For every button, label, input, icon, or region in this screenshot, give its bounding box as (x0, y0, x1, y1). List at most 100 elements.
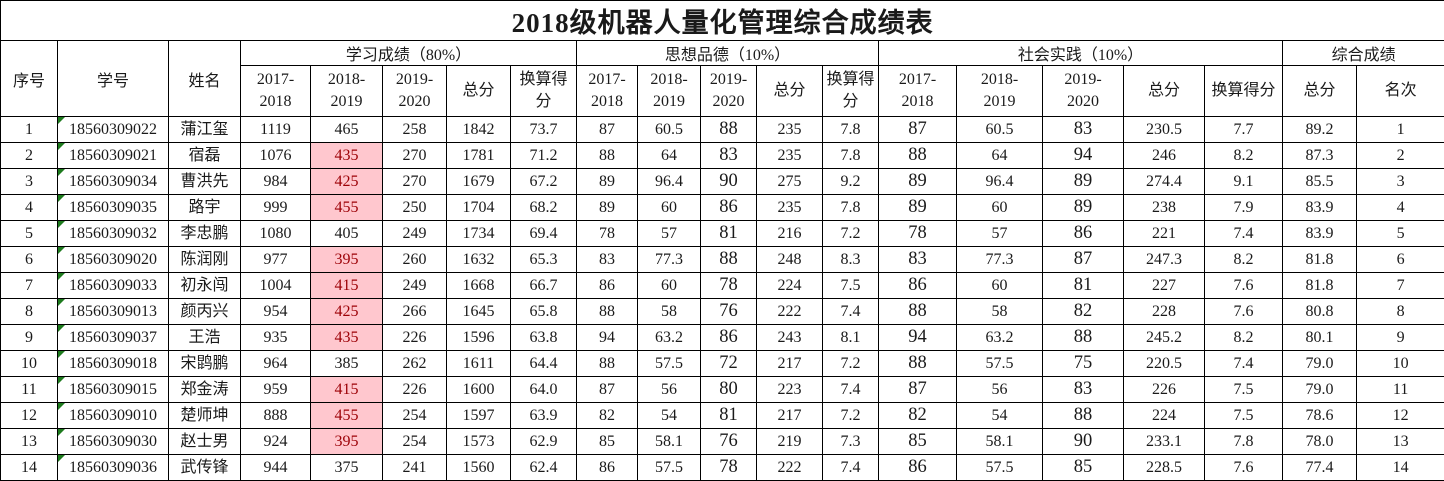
cell-student-id[interactable]: 18560309022 (58, 117, 169, 143)
cell-study-2[interactable]: 249 (383, 221, 447, 247)
cell-moral-2[interactable]: 86 (701, 325, 757, 351)
cell-overall-total[interactable]: 80.1 (1283, 325, 1357, 351)
cell-student-id[interactable]: 18560309032 (58, 221, 169, 247)
cell-moral-0[interactable]: 78 (577, 221, 638, 247)
cell-practice-3[interactable]: 226 (1124, 377, 1205, 403)
cell-rank[interactable]: 13 (1357, 429, 1444, 455)
cell-index[interactable]: 2 (1, 143, 58, 169)
cell-study-0[interactable]: 964 (241, 351, 311, 377)
cell-rank[interactable]: 8 (1357, 299, 1444, 325)
cell-practice-3[interactable]: 274.4 (1124, 169, 1205, 195)
cell-index[interactable]: 12 (1, 403, 58, 429)
cell-study-1[interactable]: 435 (311, 143, 383, 169)
cell-study-1[interactable]: 435 (311, 325, 383, 351)
cell-practice-2[interactable]: 83 (1043, 377, 1124, 403)
cell-practice-2[interactable]: 90 (1043, 429, 1124, 455)
cell-practice-1[interactable]: 57.5 (957, 455, 1043, 481)
cell-practice-3[interactable]: 228 (1124, 299, 1205, 325)
cell-practice-4[interactable]: 8.2 (1205, 143, 1283, 169)
cell-practice-0[interactable]: 86 (879, 455, 957, 481)
cell-student-id[interactable]: 18560309018 (58, 351, 169, 377)
cell-student-id[interactable]: 18560309037 (58, 325, 169, 351)
cell-moral-1[interactable]: 57.5 (638, 351, 701, 377)
cell-practice-1[interactable]: 60.5 (957, 117, 1043, 143)
cell-rank[interactable]: 1 (1357, 117, 1444, 143)
cell-moral-2[interactable]: 72 (701, 351, 757, 377)
col-header-study-year3[interactable]: 2019-2020 (383, 66, 447, 117)
cell-student-id[interactable]: 18560309015 (58, 377, 169, 403)
cell-study-1[interactable]: 465 (311, 117, 383, 143)
cell-moral-3[interactable]: 217 (757, 403, 823, 429)
cell-study-4[interactable]: 62.9 (511, 429, 577, 455)
cell-practice-2[interactable]: 81 (1043, 273, 1124, 299)
cell-practice-2[interactable]: 88 (1043, 403, 1124, 429)
cell-study-4[interactable]: 64.0 (511, 377, 577, 403)
cell-study-4[interactable]: 65.3 (511, 247, 577, 273)
cell-moral-2[interactable]: 78 (701, 273, 757, 299)
col-header-overall-total[interactable]: 总分 (1283, 66, 1357, 117)
col-header-study-total[interactable]: 总分 (447, 66, 511, 117)
cell-practice-4[interactable]: 7.4 (1205, 351, 1283, 377)
cell-practice-2[interactable]: 86 (1043, 221, 1124, 247)
cell-study-2[interactable]: 250 (383, 195, 447, 221)
cell-index[interactable]: 14 (1, 455, 58, 481)
cell-practice-0[interactable]: 78 (879, 221, 957, 247)
cell-moral-2[interactable]: 83 (701, 143, 757, 169)
cell-study-0[interactable]: 1076 (241, 143, 311, 169)
cell-moral-3[interactable]: 235 (757, 143, 823, 169)
cell-study-3[interactable]: 1842 (447, 117, 511, 143)
cell-practice-3[interactable]: 247.3 (1124, 247, 1205, 273)
cell-moral-4[interactable]: 8.3 (823, 247, 879, 273)
cell-overall-total[interactable]: 79.0 (1283, 351, 1357, 377)
cell-study-4[interactable]: 68.2 (511, 195, 577, 221)
cell-moral-1[interactable]: 57 (638, 221, 701, 247)
cell-moral-1[interactable]: 60 (638, 273, 701, 299)
cell-moral-0[interactable]: 88 (577, 351, 638, 377)
cell-practice-4[interactable]: 8.2 (1205, 247, 1283, 273)
cell-study-3[interactable]: 1645 (447, 299, 511, 325)
cell-moral-0[interactable]: 89 (577, 195, 638, 221)
cell-study-2[interactable]: 249 (383, 273, 447, 299)
cell-overall-total[interactable]: 78.6 (1283, 403, 1357, 429)
cell-moral-0[interactable]: 87 (577, 377, 638, 403)
cell-practice-0[interactable]: 89 (879, 195, 957, 221)
cell-moral-4[interactable]: 8.1 (823, 325, 879, 351)
cell-overall-total[interactable]: 83.9 (1283, 195, 1357, 221)
cell-moral-0[interactable]: 88 (577, 299, 638, 325)
cell-index[interactable]: 9 (1, 325, 58, 351)
cell-study-0[interactable]: 977 (241, 247, 311, 273)
cell-practice-1[interactable]: 63.2 (957, 325, 1043, 351)
cell-name[interactable]: 赵士男 (169, 429, 241, 455)
cell-practice-1[interactable]: 58 (957, 299, 1043, 325)
cell-student-id[interactable]: 18560309033 (58, 273, 169, 299)
cell-study-3[interactable]: 1560 (447, 455, 511, 481)
col-header-moral-converted[interactable]: 换算得分 (823, 66, 879, 117)
cell-study-4[interactable]: 67.2 (511, 169, 577, 195)
col-header-study-year1[interactable]: 2017-2018 (241, 66, 311, 117)
group-header-practice[interactable]: 社会实践（10%） (879, 41, 1283, 66)
cell-moral-2[interactable]: 86 (701, 195, 757, 221)
cell-moral-4[interactable]: 7.2 (823, 403, 879, 429)
cell-student-id[interactable]: 18560309010 (58, 403, 169, 429)
cell-practice-1[interactable]: 58.1 (957, 429, 1043, 455)
cell-index[interactable]: 1 (1, 117, 58, 143)
cell-study-1[interactable]: 415 (311, 377, 383, 403)
cell-practice-2[interactable]: 88 (1043, 325, 1124, 351)
cell-practice-0[interactable]: 87 (879, 377, 957, 403)
cell-practice-0[interactable]: 83 (879, 247, 957, 273)
col-header-rank[interactable]: 名次 (1357, 66, 1444, 117)
cell-student-id[interactable]: 18560309034 (58, 169, 169, 195)
cell-moral-3[interactable]: 222 (757, 455, 823, 481)
cell-moral-1[interactable]: 96.4 (638, 169, 701, 195)
cell-moral-0[interactable]: 88 (577, 143, 638, 169)
group-header-study[interactable]: 学习成绩（80%） (241, 41, 577, 66)
col-header-name[interactable]: 姓名 (169, 41, 241, 117)
cell-study-4[interactable]: 66.7 (511, 273, 577, 299)
cell-index[interactable]: 8 (1, 299, 58, 325)
cell-study-3[interactable]: 1632 (447, 247, 511, 273)
cell-moral-3[interactable]: 217 (757, 351, 823, 377)
cell-name[interactable]: 初永闯 (169, 273, 241, 299)
cell-moral-2[interactable]: 80 (701, 377, 757, 403)
cell-moral-1[interactable]: 60 (638, 195, 701, 221)
cell-name[interactable]: 宋鹍鹏 (169, 351, 241, 377)
